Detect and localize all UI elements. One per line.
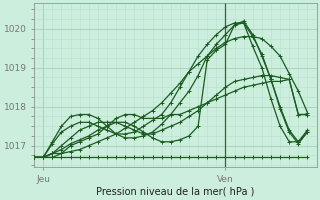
X-axis label: Pression niveau de la mer( hPa ): Pression niveau de la mer( hPa ) bbox=[96, 187, 254, 197]
